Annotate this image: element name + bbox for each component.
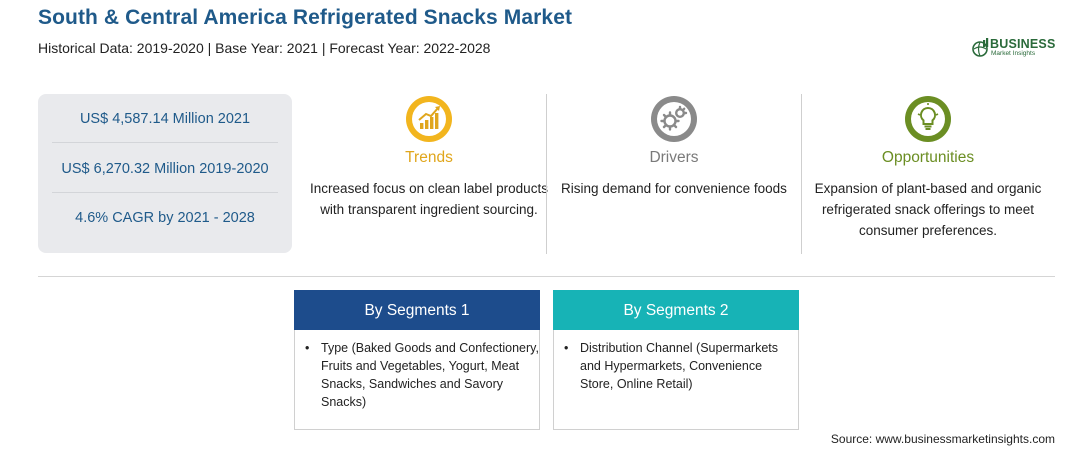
stat-market-value-2021: US$ 4,587.14 Million 2021 (79, 111, 251, 127)
segment-1-text: Type (Baked Goods and Confectionery, Fru… (321, 341, 539, 409)
segment-2-item: • Distribution Channel (Supermarkets and… (564, 339, 800, 393)
stat-cagr: 4.6% CAGR by 2021 - 2028 (75, 210, 255, 226)
globe-logo-icon (972, 38, 989, 57)
source-citation: Source: www.businessmarketinsights.com (830, 432, 1055, 446)
opportunities-description: Expansion of plant-based and organic ref… (814, 181, 1042, 238)
stat-divider (52, 142, 278, 143)
column-divider (801, 94, 802, 254)
brand-logo: BUSINESS Market Insights (972, 36, 1062, 60)
segment-2-title: By Segments 2 (553, 290, 799, 330)
page-subtitle: Historical Data: 2019-2020 | Base Year: … (38, 40, 491, 56)
segment-card-2: By Segments 2 • Distribution Channel (Su… (553, 290, 799, 430)
trends-heading: Trends (405, 149, 453, 166)
lightbulb-icon (903, 94, 953, 144)
bullet-marker: • (564, 341, 569, 355)
segment-1-title: By Segments 1 (294, 290, 540, 330)
logo-wordmark: BUSINESS (990, 37, 1056, 51)
page-title: South & Central America Refrigerated Sna… (38, 6, 573, 29)
segment-card-1: By Segments 1 • Type (Baked Goods and Co… (294, 290, 540, 430)
drivers-heading: Drivers (649, 149, 699, 166)
drivers-description: Rising demand for convenience foods (561, 181, 787, 196)
gears-icon (649, 94, 699, 144)
stat-divider (52, 192, 278, 193)
segment-1-item: • Type (Baked Goods and Confectionery, F… (305, 339, 541, 411)
segment-2-text: Distribution Channel (Supermarkets and H… (580, 341, 779, 391)
stat-historical-value: US$ 6,270.32 Million 2019-2020 (61, 161, 269, 177)
opportunities-heading: Opportunities (881, 149, 975, 166)
bullet-marker: • (305, 341, 310, 355)
logo-tagline: Market Insights (991, 50, 1036, 57)
trend-chart-icon (404, 94, 454, 144)
section-divider (38, 276, 1055, 277)
market-stats-panel: US$ 4,587.14 Million 2021 US$ 6,270.32 M… (38, 94, 292, 253)
column-divider (546, 94, 547, 254)
trends-description: Increased focus on clean label products … (310, 181, 548, 217)
